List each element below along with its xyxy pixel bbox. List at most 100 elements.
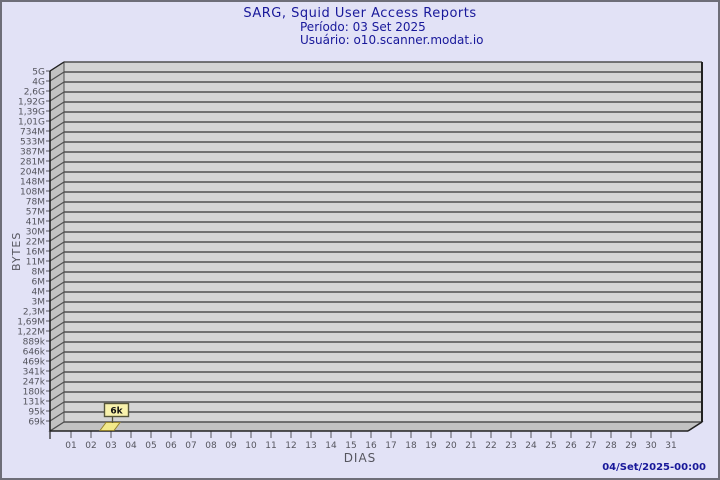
wall-grid-segment	[49, 391, 65, 402]
x-tick-label: 12	[285, 441, 296, 451]
y-tick-label: 108M	[20, 188, 45, 198]
wall-grid-segment	[49, 321, 65, 332]
y-tick-label: 533M	[20, 138, 45, 148]
x-tick-label: 03	[105, 441, 116, 451]
y-tick-label: 4M	[32, 288, 46, 298]
y-tick-label: 646k	[23, 348, 46, 358]
x-tick-label: 27	[585, 441, 596, 451]
x-tick-label: 30	[645, 441, 657, 451]
x-axis-title: DIAS	[343, 451, 377, 465]
x-tick-label: 16	[365, 441, 377, 451]
wall-grid-segment	[49, 421, 65, 432]
wall-grid-segment	[49, 401, 65, 412]
x-tick-label: 04	[125, 441, 137, 451]
wall-grid-segment	[49, 291, 65, 302]
x-tick-label: 08	[205, 441, 217, 451]
wall-grid-segment	[49, 141, 65, 152]
x-tick-label: 21	[465, 441, 476, 451]
wall-grid-segment	[49, 231, 65, 242]
x-tick-label: 10	[245, 441, 257, 451]
chart-period: Período: 03 Set 2025	[300, 20, 426, 34]
wall-grid-segment	[49, 341, 65, 352]
y-tick-label: 5G	[32, 68, 45, 78]
wall-grid-segment	[49, 151, 65, 162]
y-tick-label: 22M	[26, 238, 45, 248]
wall-grid-segment	[49, 411, 65, 422]
x-tick-label: 11	[265, 441, 276, 451]
wall-grid-segment	[49, 261, 65, 272]
y-tick-label: 469k	[23, 358, 46, 368]
y-tick-label: 2,3M	[23, 308, 45, 318]
wall-grid-segment	[49, 161, 65, 172]
wall-grid-segment	[49, 71, 65, 82]
y-tick-label: 1,69M	[17, 318, 45, 328]
x-tick-label: 18	[405, 441, 417, 451]
wall-grid-segment	[49, 371, 65, 382]
wall-top-edge	[49, 61, 65, 72]
wall-grid-segment	[49, 191, 65, 202]
wall-grid-segment	[49, 111, 65, 122]
y-tick-label: 1,39G	[18, 108, 45, 118]
x-tick-label: 24	[525, 441, 537, 451]
wall-grid-segment	[49, 211, 65, 222]
x-tick-label: 07	[185, 441, 196, 451]
x-tick-label: 22	[485, 441, 496, 451]
bar-value-label: 6k	[110, 407, 123, 417]
wall-grid-segment	[49, 131, 65, 142]
wall-grid-segment	[49, 101, 65, 112]
wall-grid-segment	[49, 121, 65, 132]
y-tick-label: 69k	[28, 418, 45, 428]
y-tick-label: 387M	[20, 148, 45, 158]
x-tick-label: 17	[385, 441, 396, 451]
x-tick-label: 05	[145, 441, 156, 451]
wall-grid-segment	[49, 221, 65, 232]
y-tick-label: 1,22M	[17, 328, 45, 338]
x-tick-label: 06	[165, 441, 177, 451]
wall-grid-segment	[49, 271, 65, 282]
wall-grid-segment	[49, 351, 65, 362]
wall-grid-segment	[49, 381, 65, 392]
y-tick-label: 2,6G	[24, 88, 45, 98]
x-tick-label: 15	[345, 441, 356, 451]
y-tick-label: 1,01G	[18, 118, 45, 128]
y-tick-label: 57M	[26, 208, 45, 218]
y-tick-label: 6M	[32, 278, 46, 288]
x-tick-label: 28	[605, 441, 617, 451]
y-tick-label: 247k	[23, 378, 46, 388]
x-tick-label: 13	[305, 441, 316, 451]
y-tick-label: 41M	[26, 218, 45, 228]
wall-grid-segment	[49, 171, 65, 182]
x-tick-label: 01	[65, 441, 76, 451]
y-tick-label: 341k	[23, 368, 46, 378]
wall-grid-segment	[49, 241, 65, 252]
floor-right-edge	[687, 421, 703, 432]
x-tick-label: 09	[225, 441, 237, 451]
bar-day-03	[99, 422, 121, 431]
y-tick-label: 1,92G	[18, 98, 45, 108]
y-tick-label: 11M	[26, 258, 45, 268]
bar-value-box	[103, 402, 130, 418]
y-tick-label: 78M	[26, 198, 45, 208]
x-tick-label: 25	[545, 441, 556, 451]
wall-grid-segment	[49, 81, 65, 92]
y-tick-label: 95k	[28, 408, 45, 418]
y-tick-label: 3M	[32, 298, 46, 308]
wall-grid-segment	[49, 251, 65, 262]
y-tick-label: 4G	[32, 78, 45, 88]
x-tick-label: 26	[565, 441, 577, 451]
chart-user: Usuário: o10.scanner.modat.io	[300, 33, 484, 47]
y-tick-label: 16M	[26, 248, 45, 258]
wall-grid-segment	[49, 301, 65, 312]
y-tick-label: 131k	[23, 398, 46, 408]
chart-title: SARG, Squid User Access Reports	[243, 6, 477, 21]
y-tick-label: 180k	[23, 388, 46, 398]
x-tick-label: 14	[325, 441, 337, 451]
y-tick-label: 30M	[26, 228, 45, 238]
wall-grid-segment	[49, 281, 65, 292]
y-tick-label: 8M	[32, 268, 46, 278]
wall-grid-segment	[49, 361, 65, 372]
y-tick-label: 889k	[23, 338, 46, 348]
wall-grid-segment	[49, 331, 65, 342]
